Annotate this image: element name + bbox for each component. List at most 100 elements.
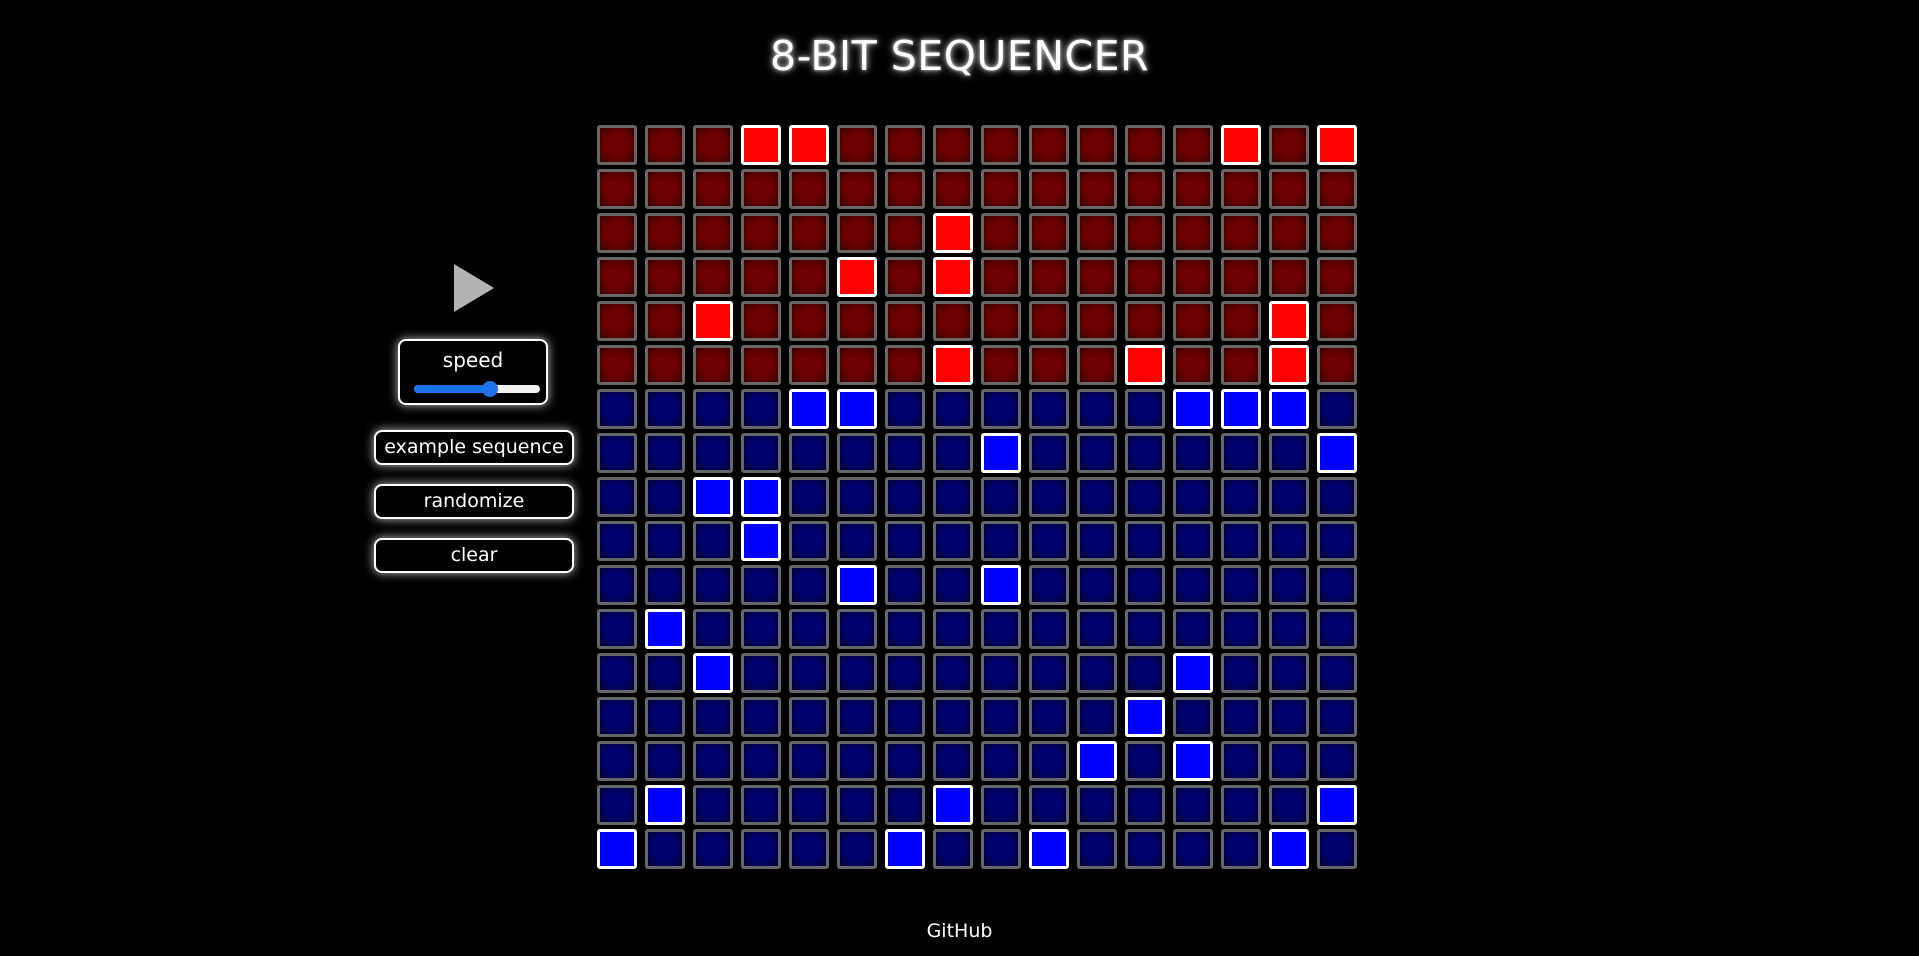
grid-cell-r8-c2[interactable] [693, 477, 733, 517]
grid-cell-r7-c2[interactable] [693, 433, 733, 473]
grid-cell-r16-c12[interactable] [1173, 829, 1213, 869]
speed-slider-thumb[interactable] [481, 381, 498, 397]
grid-cell-r5-c1[interactable] [645, 345, 685, 385]
grid-cell-r2-c7[interactable] [933, 213, 973, 253]
grid-cell-r14-c10[interactable] [1077, 741, 1117, 781]
grid-cell-r2-c3[interactable] [741, 213, 781, 253]
grid-cell-r11-c6[interactable] [885, 609, 925, 649]
grid-cell-r3-c5[interactable] [837, 257, 877, 297]
grid-cell-r9-c3[interactable] [741, 521, 781, 561]
grid-cell-r13-c5[interactable] [837, 697, 877, 737]
grid-cell-r6-c6[interactable] [885, 389, 925, 429]
grid-cell-r3-c15[interactable] [1317, 257, 1357, 297]
grid-cell-r16-c7[interactable] [933, 829, 973, 869]
grid-cell-r9-c6[interactable] [885, 521, 925, 561]
grid-cell-r16-c15[interactable] [1317, 829, 1357, 869]
play-button[interactable] [452, 262, 496, 314]
grid-cell-r9-c11[interactable] [1125, 521, 1165, 561]
grid-cell-r6-c10[interactable] [1077, 389, 1117, 429]
grid-cell-r2-c10[interactable] [1077, 213, 1117, 253]
grid-cell-r6-c14[interactable] [1269, 389, 1309, 429]
grid-cell-r9-c12[interactable] [1173, 521, 1213, 561]
grid-cell-r7-c15[interactable] [1317, 433, 1357, 473]
grid-cell-r4-c7[interactable] [933, 301, 973, 341]
grid-cell-r16-c8[interactable] [981, 829, 1021, 869]
grid-cell-r8-c13[interactable] [1221, 477, 1261, 517]
grid-cell-r8-c10[interactable] [1077, 477, 1117, 517]
grid-cell-r14-c7[interactable] [933, 741, 973, 781]
grid-cell-r4-c1[interactable] [645, 301, 685, 341]
grid-cell-r10-c7[interactable] [933, 565, 973, 605]
grid-cell-r7-c9[interactable] [1029, 433, 1069, 473]
grid-cell-r11-c5[interactable] [837, 609, 877, 649]
grid-cell-r15-c8[interactable] [981, 785, 1021, 825]
grid-cell-r1-c11[interactable] [1125, 169, 1165, 209]
grid-cell-r5-c9[interactable] [1029, 345, 1069, 385]
grid-cell-r11-c3[interactable] [741, 609, 781, 649]
grid-cell-r6-c7[interactable] [933, 389, 973, 429]
example-sequence-button[interactable]: example sequence [374, 430, 574, 465]
grid-cell-r0-c6[interactable] [885, 125, 925, 165]
grid-cell-r11-c12[interactable] [1173, 609, 1213, 649]
grid-cell-r0-c3[interactable] [741, 125, 781, 165]
grid-cell-r13-c13[interactable] [1221, 697, 1261, 737]
grid-cell-r13-c8[interactable] [981, 697, 1021, 737]
grid-cell-r3-c11[interactable] [1125, 257, 1165, 297]
grid-cell-r2-c9[interactable] [1029, 213, 1069, 253]
grid-cell-r4-c0[interactable] [597, 301, 637, 341]
grid-cell-r10-c9[interactable] [1029, 565, 1069, 605]
grid-cell-r5-c10[interactable] [1077, 345, 1117, 385]
grid-cell-r1-c7[interactable] [933, 169, 973, 209]
grid-cell-r0-c12[interactable] [1173, 125, 1213, 165]
grid-cell-r0-c11[interactable] [1125, 125, 1165, 165]
grid-cell-r16-c0[interactable] [597, 829, 637, 869]
grid-cell-r6-c8[interactable] [981, 389, 1021, 429]
grid-cell-r8-c3[interactable] [741, 477, 781, 517]
grid-cell-r7-c13[interactable] [1221, 433, 1261, 473]
grid-cell-r10-c3[interactable] [741, 565, 781, 605]
grid-cell-r1-c2[interactable] [693, 169, 733, 209]
grid-cell-r11-c0[interactable] [597, 609, 637, 649]
grid-cell-r9-c4[interactable] [789, 521, 829, 561]
grid-cell-r16-c2[interactable] [693, 829, 733, 869]
grid-cell-r2-c11[interactable] [1125, 213, 1165, 253]
grid-cell-r12-c12[interactable] [1173, 653, 1213, 693]
grid-cell-r11-c4[interactable] [789, 609, 829, 649]
grid-cell-r3-c14[interactable] [1269, 257, 1309, 297]
grid-cell-r1-c15[interactable] [1317, 169, 1357, 209]
grid-cell-r1-c1[interactable] [645, 169, 685, 209]
grid-cell-r15-c0[interactable] [597, 785, 637, 825]
grid-cell-r4-c8[interactable] [981, 301, 1021, 341]
grid-cell-r16-c10[interactable] [1077, 829, 1117, 869]
grid-cell-r11-c7[interactable] [933, 609, 973, 649]
grid-cell-r1-c10[interactable] [1077, 169, 1117, 209]
grid-cell-r0-c4[interactable] [789, 125, 829, 165]
grid-cell-r1-c0[interactable] [597, 169, 637, 209]
grid-cell-r14-c5[interactable] [837, 741, 877, 781]
grid-cell-r15-c1[interactable] [645, 785, 685, 825]
grid-cell-r0-c0[interactable] [597, 125, 637, 165]
grid-cell-r12-c9[interactable] [1029, 653, 1069, 693]
grid-cell-r8-c4[interactable] [789, 477, 829, 517]
grid-cell-r8-c8[interactable] [981, 477, 1021, 517]
grid-cell-r14-c11[interactable] [1125, 741, 1165, 781]
grid-cell-r5-c6[interactable] [885, 345, 925, 385]
grid-cell-r15-c4[interactable] [789, 785, 829, 825]
grid-cell-r16-c11[interactable] [1125, 829, 1165, 869]
grid-cell-r8-c9[interactable] [1029, 477, 1069, 517]
grid-cell-r16-c4[interactable] [789, 829, 829, 869]
grid-cell-r5-c13[interactable] [1221, 345, 1261, 385]
grid-cell-r11-c9[interactable] [1029, 609, 1069, 649]
grid-cell-r9-c8[interactable] [981, 521, 1021, 561]
grid-cell-r4-c9[interactable] [1029, 301, 1069, 341]
grid-cell-r1-c12[interactable] [1173, 169, 1213, 209]
grid-cell-r2-c0[interactable] [597, 213, 637, 253]
grid-cell-r5-c8[interactable] [981, 345, 1021, 385]
grid-cell-r15-c7[interactable] [933, 785, 973, 825]
grid-cell-r0-c1[interactable] [645, 125, 685, 165]
grid-cell-r11-c2[interactable] [693, 609, 733, 649]
grid-cell-r12-c11[interactable] [1125, 653, 1165, 693]
grid-cell-r13-c9[interactable] [1029, 697, 1069, 737]
grid-cell-r8-c12[interactable] [1173, 477, 1213, 517]
grid-cell-r13-c6[interactable] [885, 697, 925, 737]
